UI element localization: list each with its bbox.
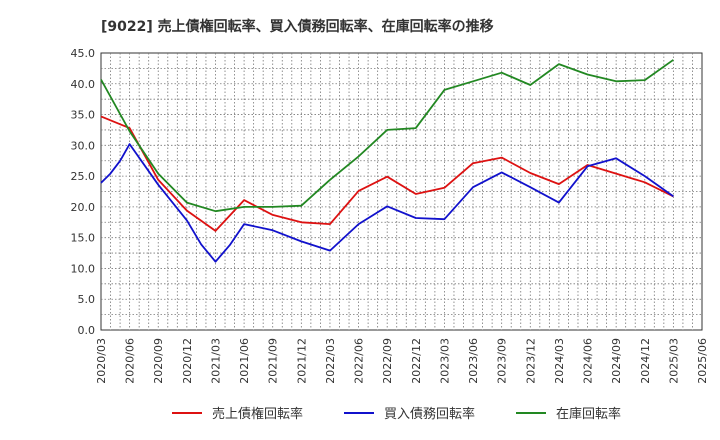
- x-tick-label: 2021/03: [209, 338, 222, 384]
- y-tick-label: 15.0: [71, 232, 96, 245]
- x-tick-label: 2020/06: [124, 338, 137, 384]
- x-tick-label: 2023/12: [524, 338, 537, 384]
- x-tick-label: 2023/03: [438, 338, 451, 384]
- x-tick-label: 2024/03: [553, 338, 566, 384]
- series-lines: [100, 59, 674, 263]
- y-tick-label: 20.0: [71, 201, 96, 214]
- y-tick-label: 35.0: [71, 109, 96, 122]
- y-tick-label: 5.0: [78, 293, 96, 306]
- x-tick-label: 2020/12: [181, 338, 194, 384]
- y-tick-label: 40.0: [71, 78, 96, 91]
- legend: 売上債権回転率 買入債務回転率 在庫回転率: [172, 406, 621, 422]
- y-tick-label: 0.0: [78, 324, 96, 337]
- x-tick-label: 2022/09: [381, 338, 394, 384]
- x-tick-label: 2023/09: [496, 338, 509, 384]
- x-tick-label: 2021/09: [267, 338, 280, 384]
- grid: [101, 53, 702, 330]
- plot-area: [100, 52, 703, 331]
- x-tick-label: 2022/03: [324, 338, 337, 384]
- x-tick-label: 2022/06: [353, 338, 366, 384]
- series-line-3: [100, 59, 674, 213]
- x-tick-label: 2025/06: [696, 338, 709, 384]
- y-axis: 0.0 5.0 10.0 15.0 20.0 25.0 30.0 35.0 40.0 45.0: [71, 47, 96, 337]
- x-tick-label: 2021/06: [238, 338, 251, 384]
- y-tick-label: 45.0: [71, 47, 96, 60]
- x-tick-label: 2020/03: [95, 338, 108, 384]
- y-tick-label: 25.0: [71, 170, 96, 183]
- x-tick-label: 2025/03: [667, 338, 680, 384]
- legend-label-1: 売上債権回転率: [212, 406, 303, 422]
- x-tick-label: 2024/06: [582, 338, 595, 384]
- legend-label-2: 買入債務回転率: [384, 406, 475, 422]
- series-line-2: [100, 143, 674, 263]
- y-tick-label: 30.0: [71, 139, 96, 152]
- y-tick-label: 10.0: [71, 262, 96, 275]
- x-tick-label: 2022/12: [410, 338, 423, 384]
- x-axis: 2020/03 2020/06 2020/09 2020/12 2021/03 2021/…: [95, 338, 709, 384]
- series-line-1: [100, 115, 674, 232]
- legend-label-3: 在庫回転率: [556, 406, 621, 422]
- x-tick-label: 2020/09: [152, 338, 165, 384]
- x-tick-label: 2021/12: [295, 338, 308, 384]
- x-tick-label: 2024/12: [639, 338, 652, 384]
- x-tick-label: 2023/06: [467, 338, 480, 384]
- x-tick-label: 2024/09: [610, 338, 623, 384]
- chart-title: [9022] 売上債権回転率、買入債務回転率、在庫回転率の推移: [101, 18, 494, 35]
- plot-frame: [100, 52, 703, 331]
